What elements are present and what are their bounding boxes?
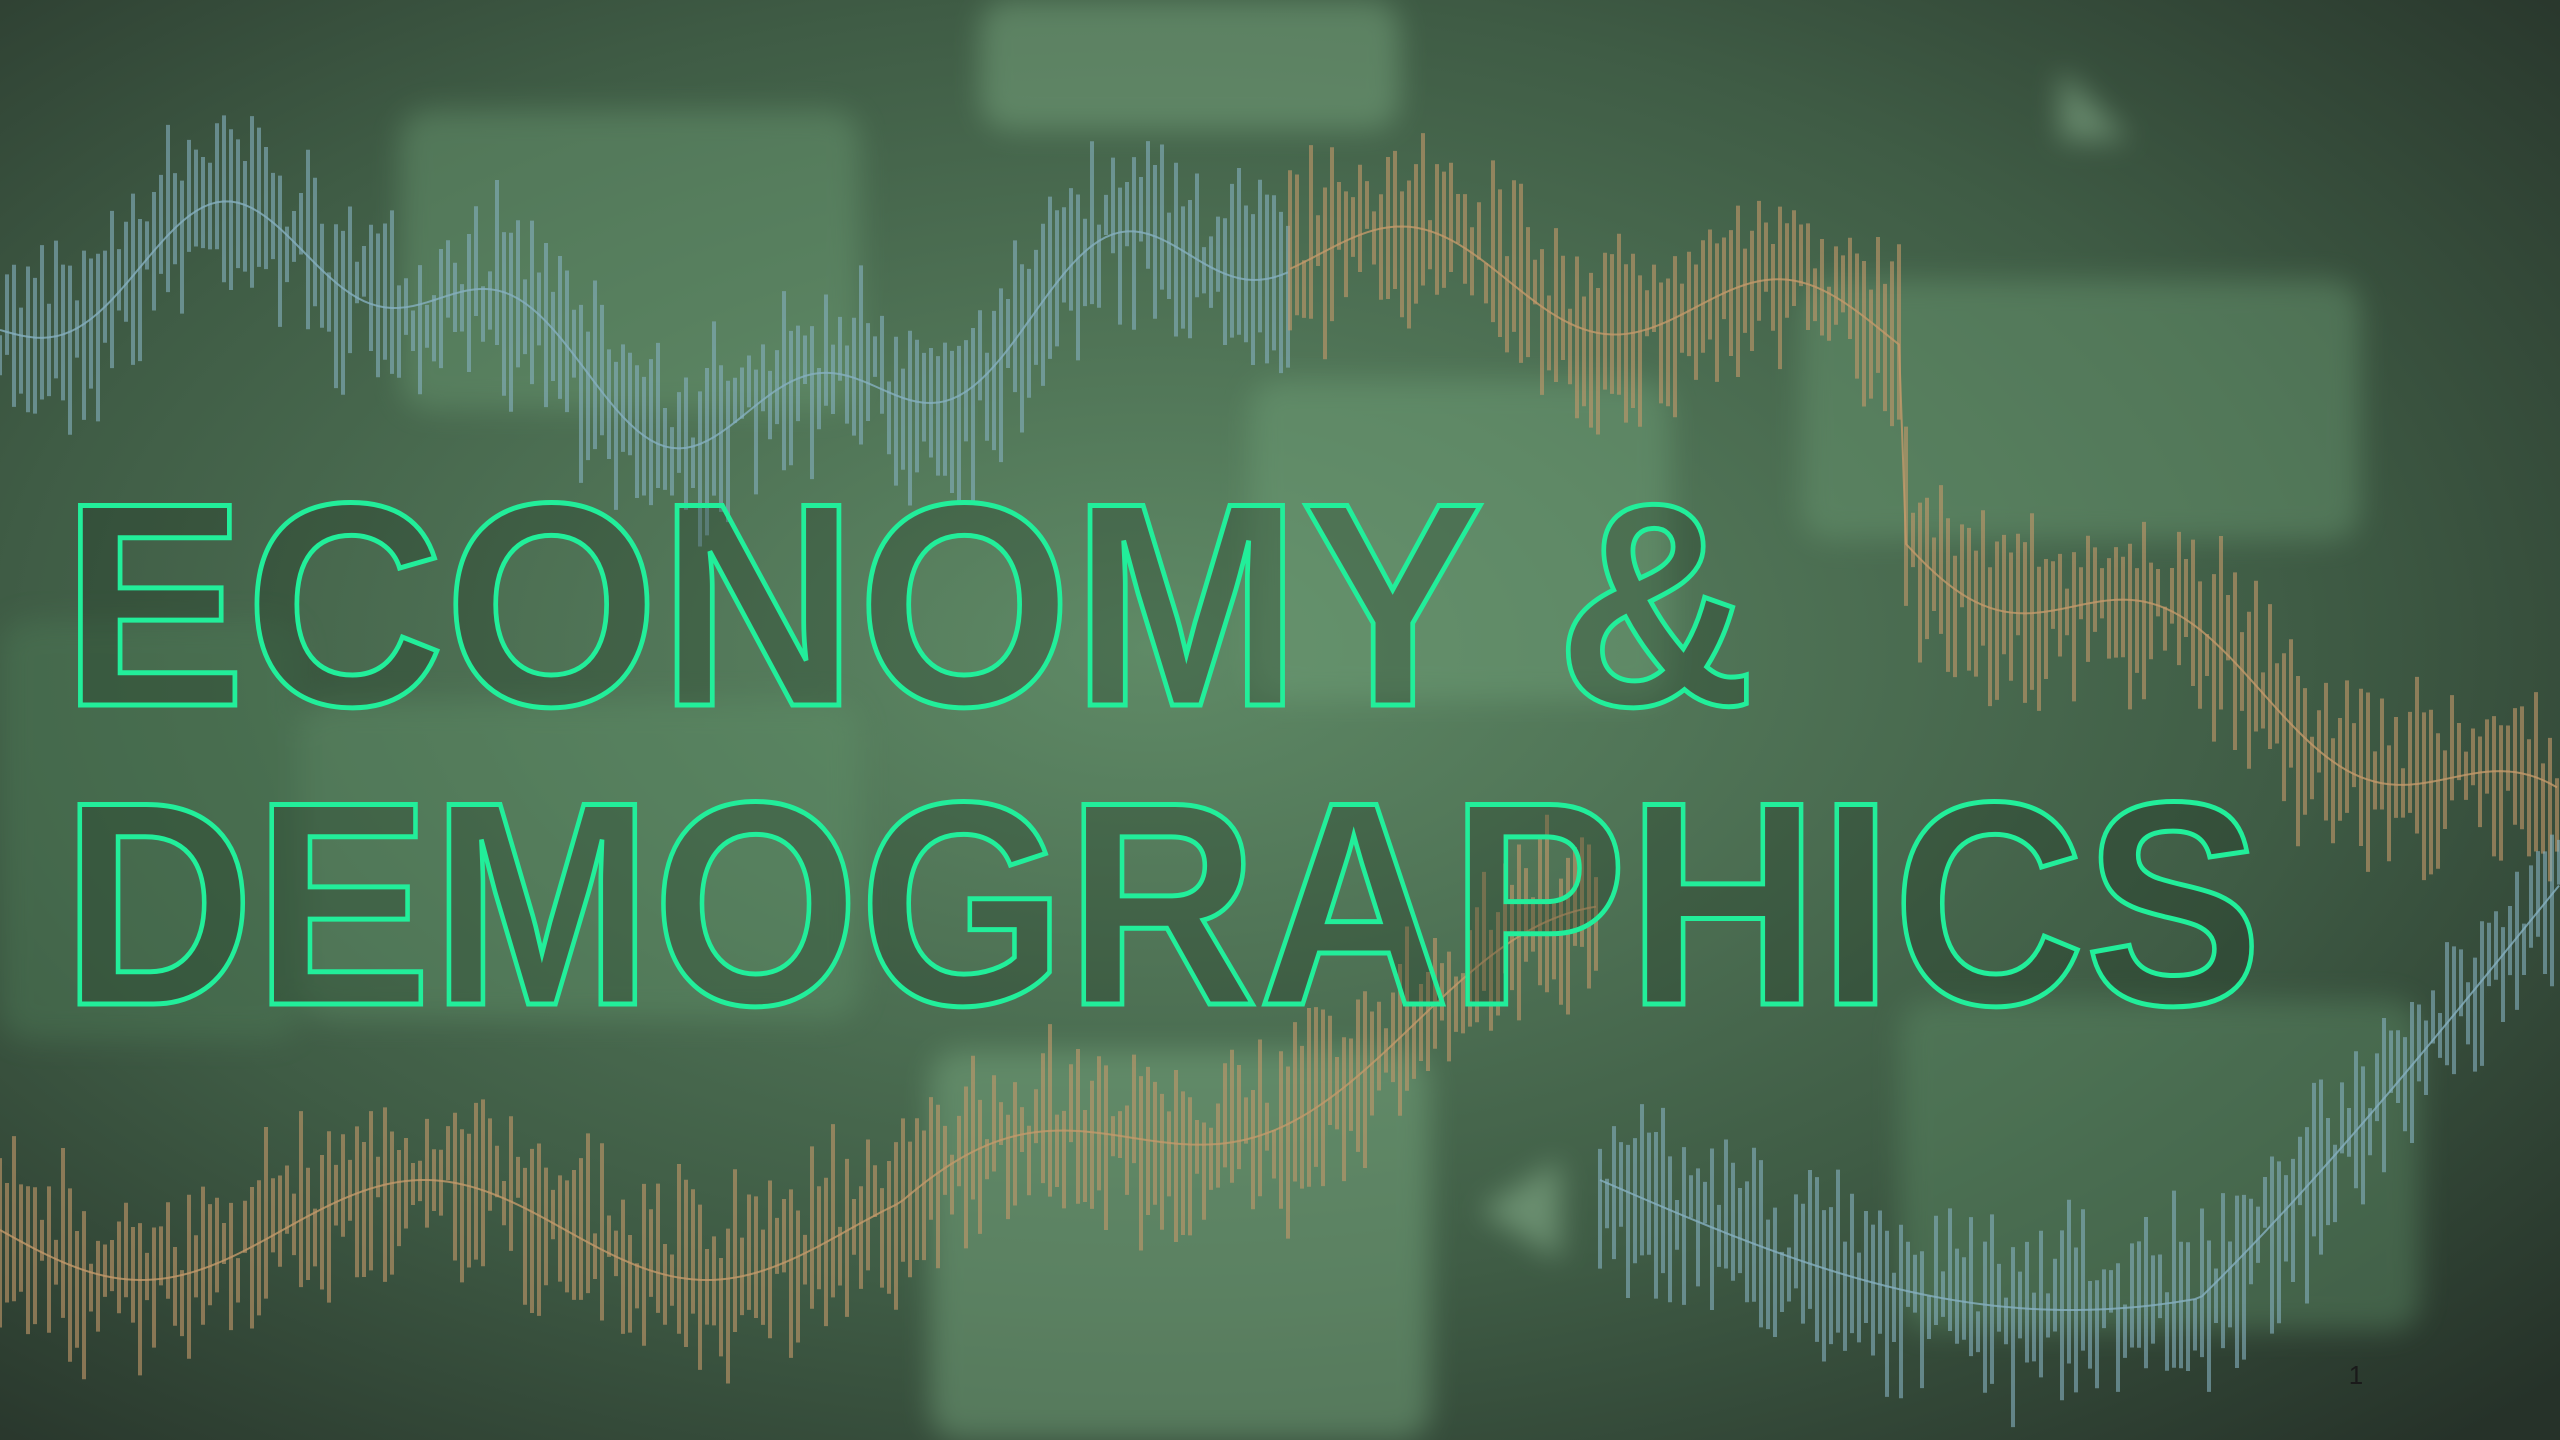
title-line-2: DEMOGRAPHICS — [62, 742, 2262, 1066]
page-number: 1 — [2349, 1360, 2363, 1390]
slide: ECONOMY & DEMOGRAPHICS 1 — [0, 0, 2560, 1440]
title-line-1: ECONOMY & — [62, 443, 1755, 767]
